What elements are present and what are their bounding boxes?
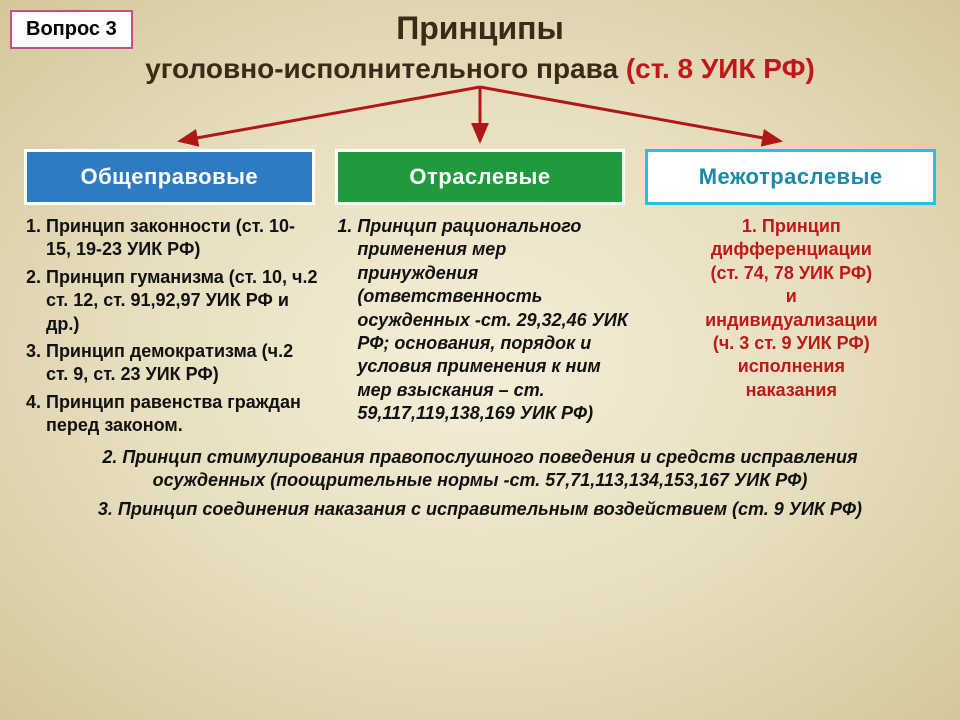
bottom-items: 2. Принцип стимулирования правопослушног…: [0, 442, 960, 522]
arrow-container: [0, 85, 960, 149]
badge-text: Вопрос 3: [26, 18, 117, 40]
list-item: Принцип равенства граждан перед законом.: [46, 391, 319, 438]
title-line2: уголовно-исполнительного права (ст. 8 УИ…: [0, 53, 960, 85]
list-item: Принцип демократизма (ч.2 ст. 9, ст. 23 …: [46, 340, 319, 387]
c3-l5: (ч. 3 ст. 9 УИК РФ): [641, 332, 942, 355]
title-line1: Принципы: [0, 0, 960, 47]
column-branch: Принцип рационального применения мер при…: [329, 215, 630, 442]
c3-l1: дифференциации: [641, 238, 942, 261]
columns: Принцип законности (ст. 10-15, 19-23 УИК…: [0, 205, 960, 442]
column-interbranch: 1. Принцип дифференциации (ст. 74, 78 УИ…: [641, 215, 942, 442]
category-box-3: Межотраслевые: [645, 149, 936, 205]
category-box-1: Общеправовые: [24, 149, 315, 205]
category-box-2: Отраслевые: [335, 149, 626, 205]
arrows-svg: [0, 85, 960, 149]
branch-list: Принцип рационального применения мер при…: [329, 215, 630, 426]
c3-num: 1. Принцип: [641, 215, 942, 238]
arrow-right: [480, 87, 780, 141]
c3-l6: исполнения: [641, 355, 942, 378]
c3-l3: и: [641, 285, 942, 308]
c3-l4: индивидуализации: [641, 309, 942, 332]
title-prefix: уголовно-исполнительного права: [145, 53, 626, 84]
category-boxes: Общеправовые Отраслевые Межотраслевые: [0, 149, 960, 205]
c3-l7: наказания: [641, 379, 942, 402]
arrow-left: [180, 87, 480, 141]
title-ref: (ст. 8 УИК РФ): [626, 53, 815, 84]
bottom-item-3: 3. Принцип соединения наказания с исправ…: [60, 498, 900, 521]
column-general: Принцип законности (ст. 10-15, 19-23 УИК…: [18, 215, 319, 442]
bottom-item-2: 2. Принцип стимулирования правопослушног…: [60, 446, 900, 493]
question-badge: Вопрос 3: [10, 10, 133, 49]
list-item: Принцип законности (ст. 10-15, 19-23 УИК…: [46, 215, 319, 262]
list-item: Принцип рационального применения мер при…: [357, 215, 630, 426]
general-list: Принцип законности (ст. 10-15, 19-23 УИК…: [18, 215, 319, 438]
list-item: Принцип гуманизма (ст. 10, ч.2 ст. 12, с…: [46, 266, 319, 336]
c3-l2: (ст. 74, 78 УИК РФ): [641, 262, 942, 285]
